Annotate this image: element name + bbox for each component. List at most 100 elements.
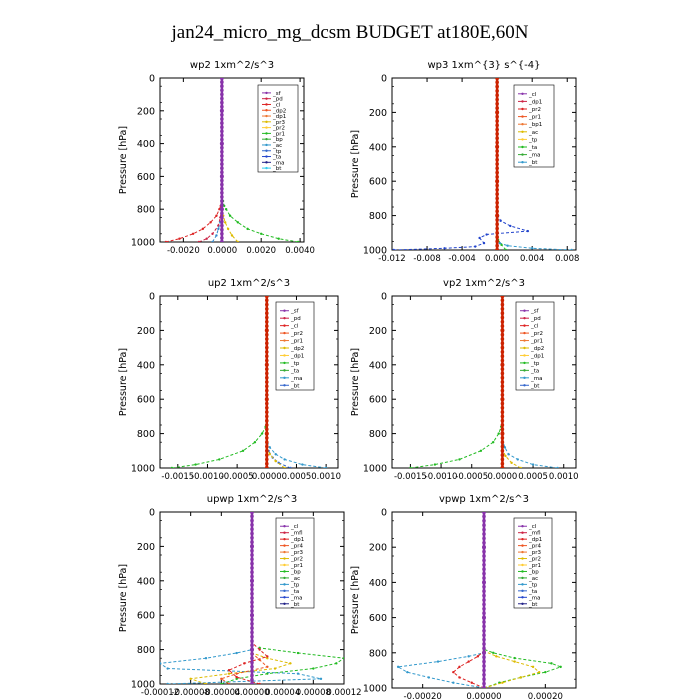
legend-label: _ta [290, 589, 299, 595]
data-point [250, 512, 254, 514]
data-point [265, 431, 269, 436]
data-point [500, 384, 505, 389]
data-point [319, 677, 323, 681]
legend-label: _cl [290, 524, 299, 530]
data-point [570, 248, 573, 250]
data-point [500, 453, 505, 457]
y-tick-label: 200 [137, 326, 155, 337]
series-group [170, 296, 328, 468]
legend-label: _cl [290, 324, 299, 330]
data-point [500, 354, 505, 359]
y-tick-label: 600 [137, 611, 155, 622]
data-point [220, 117, 224, 121]
data-point [482, 571, 486, 576]
data-point [265, 461, 269, 466]
data-point [250, 583, 254, 587]
data-point [500, 324, 505, 328]
data-point [220, 150, 224, 154]
data-point [500, 393, 505, 397]
data-point [482, 514, 486, 519]
legend-marker [283, 550, 286, 554]
data-point [265, 341, 269, 346]
data-point [495, 97, 499, 102]
subplot-5: upwp 1xm^2/s^3 Pressure [hPa] 0 200 400 600 80… [118, 494, 362, 698]
x-tick-label: 0.004 [520, 254, 544, 264]
data-point [510, 461, 513, 465]
series-line-ac [212, 222, 221, 242]
x-tick-label: -0.00004 [202, 688, 240, 698]
legend-label: _pr1 [290, 339, 303, 345]
data-point [296, 651, 300, 655]
subplot-title: up2 1xm^2/s^3 [208, 278, 290, 289]
x-tick-label: -0.00008 [172, 688, 210, 698]
x-tick-label: 0.008 [555, 254, 579, 264]
legend-marker [521, 544, 524, 547]
x-tick-label: -0.0015 [161, 472, 194, 482]
y-tick-label: 200 [137, 542, 155, 553]
legend-label: _bt [272, 166, 282, 172]
data-point [509, 224, 512, 228]
y-tick-label: 600 [137, 395, 155, 406]
y-tick-label: 600 [137, 172, 155, 183]
data-point [220, 191, 224, 195]
series-line-tp [160, 649, 322, 684]
data-point [250, 643, 254, 648]
subplot-title: vp2 1xm^2/s^3 [443, 278, 525, 289]
data-point [250, 682, 254, 684]
data-point [482, 664, 486, 668]
legend-label: _dp2 [272, 108, 286, 114]
data-point [265, 354, 269, 359]
legend-label: _pr3 [528, 550, 542, 556]
data-point [220, 232, 224, 236]
data-point [513, 660, 516, 663]
data-point [220, 174, 224, 179]
data-point [500, 371, 505, 376]
legend-marker [523, 331, 526, 335]
legend-marker [283, 376, 286, 380]
legend-marker [283, 589, 286, 593]
series-line-dp1 [165, 200, 223, 242]
data-point [250, 561, 254, 566]
data-point [458, 676, 461, 679]
legend-marker [265, 149, 268, 152]
data-point [266, 655, 269, 658]
data-point [500, 375, 505, 380]
data-point [265, 457, 269, 462]
data-point [482, 589, 486, 593]
x-tick-label: 0.00000 [466, 692, 501, 700]
data-point [250, 553, 254, 557]
series-group [160, 512, 344, 684]
legend-label: _ta [528, 589, 537, 595]
data-point [220, 141, 224, 146]
data-point [482, 541, 486, 545]
subplot-title: wp3 1xm^{3} s^{-4} [427, 60, 540, 71]
data-point [500, 388, 505, 393]
data-point [500, 457, 505, 462]
data-point [482, 580, 486, 585]
series-line-pd [198, 209, 223, 242]
legend-label: _bt [528, 602, 538, 608]
data-point [265, 388, 269, 393]
legend-label: _bp [528, 569, 539, 575]
data-point [250, 518, 254, 523]
data-point [544, 670, 547, 674]
legend-marker [521, 583, 524, 586]
legend-marker [523, 369, 526, 372]
data-point [500, 311, 505, 316]
y-tick-label: 800 [369, 429, 387, 440]
data-point [482, 646, 486, 651]
legend-marker [521, 557, 524, 560]
data-point [289, 466, 292, 468]
plot-frame [159, 295, 339, 469]
legend-marker [283, 602, 286, 605]
y-tick-label: 800 [137, 429, 155, 440]
legend-marker [521, 576, 524, 580]
y-tick-label: 800 [369, 648, 387, 659]
data-point [500, 358, 505, 363]
data-point [495, 106, 499, 110]
data-point [201, 227, 205, 231]
legend-label: _tp [272, 149, 282, 155]
y-tick-label: 0 [381, 74, 387, 85]
legend-label: _mfl [528, 531, 541, 537]
data-point [220, 682, 223, 684]
